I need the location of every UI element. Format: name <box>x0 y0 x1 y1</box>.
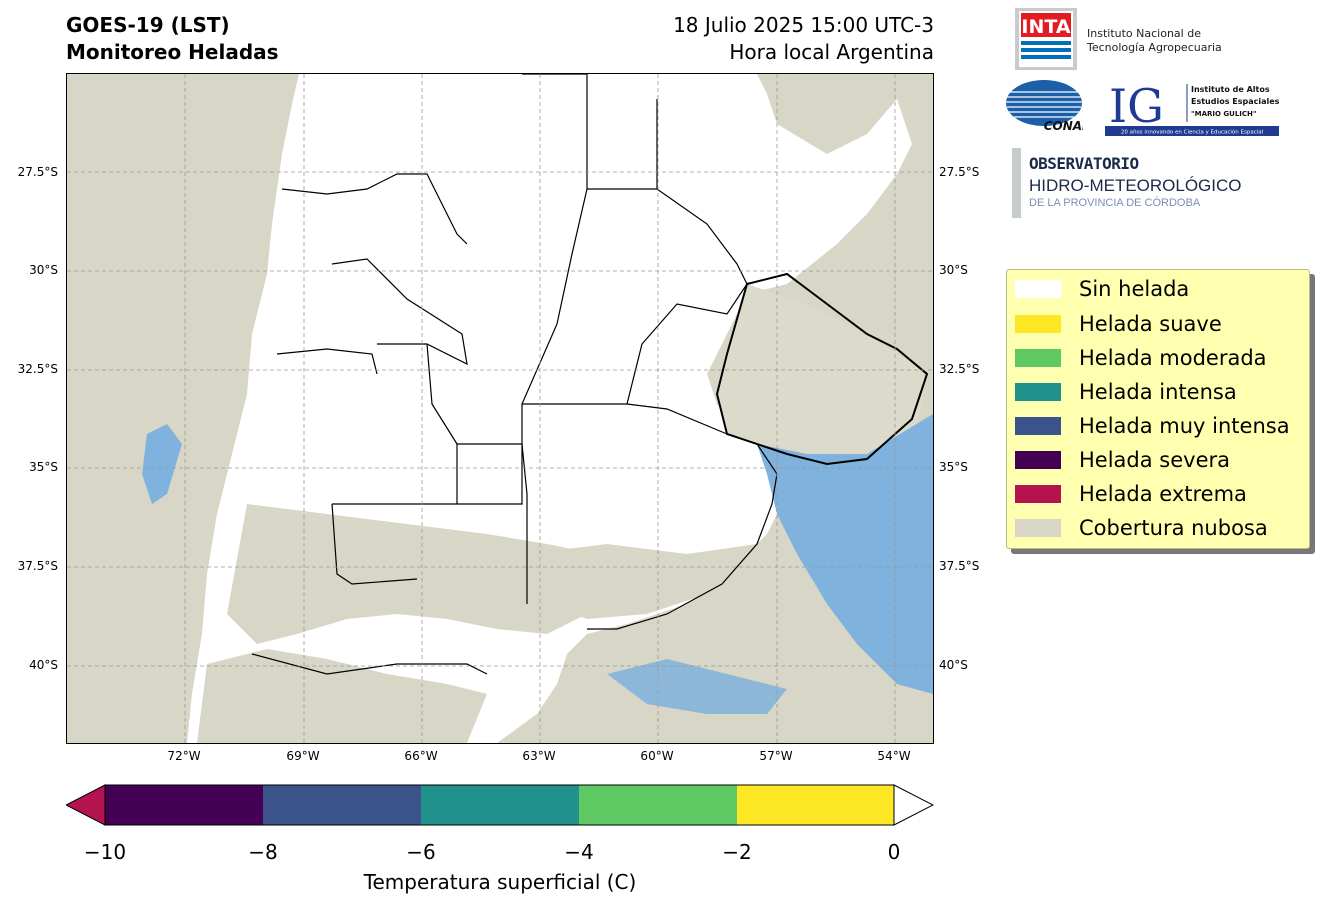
legend-label: Cobertura nubosa <box>1079 516 1268 540</box>
lon-label: 54°W <box>877 749 911 763</box>
svg-text:Instituto de Altos: Instituto de Altos <box>1191 85 1270 94</box>
graticule <box>67 74 933 743</box>
lon-label: 66°W <box>404 749 438 763</box>
colorbar-segment <box>263 785 421 825</box>
conae-text: CONAE <box>1044 119 1083 132</box>
legend-swatch <box>1015 349 1061 367</box>
lat-label-left: 35°S <box>29 460 58 474</box>
date-line: 18 Julio 2025 15:00 UTC-3 <box>673 13 934 37</box>
legend-label: Helada severa <box>1079 448 1230 472</box>
map-title: GOES-19 (LST) Monitoreo Heladas <box>66 12 279 66</box>
cold-ocean-patches <box>607 659 787 714</box>
colorbar-tick: −4 <box>564 840 594 864</box>
lon-label: 60°W <box>640 749 674 763</box>
ig-logo: IG Instituto de Altos Estudios Espaciale… <box>1105 76 1280 136</box>
map-datetime: 18 Julio 2025 15:00 UTC-3 Hora local Arg… <box>673 12 934 66</box>
inta-logo: INTA <box>1015 8 1077 70</box>
colorbar-tick: 0 <box>887 840 901 864</box>
legend-label: Helada suave <box>1079 312 1222 336</box>
colorbar-label: Temperatura superficial (C) <box>363 870 637 894</box>
legend-item: Sin helada <box>1015 272 1189 306</box>
legend-swatch <box>1015 417 1061 435</box>
legend-swatch <box>1015 383 1061 401</box>
colorbar-frame <box>104 784 895 826</box>
frost-map <box>66 73 934 744</box>
inta-logo-text: INTA <box>1021 16 1070 38</box>
lon-label: 72°W <box>167 749 201 763</box>
observatorio-bar <box>1012 148 1021 218</box>
conae-logo: CONAE <box>1005 78 1091 133</box>
colorbar-segment <box>737 785 894 825</box>
legend-item: Helada muy intensa <box>1015 409 1290 443</box>
lat-label-right: 30°S <box>939 263 968 277</box>
cold-ocean-area <box>757 414 933 694</box>
title-line-product: Monitoreo Heladas <box>66 40 279 64</box>
lon-label: 69°W <box>286 749 320 763</box>
legend-item: Helada moderada <box>1015 341 1267 375</box>
legend-label: Sin helada <box>1079 277 1190 301</box>
colorbar-under-arrow <box>64 784 106 826</box>
legend-swatch <box>1015 519 1061 537</box>
inta-name-line: Instituto Nacional de <box>1087 27 1201 40</box>
colorbar-tick: −2 <box>722 840 752 864</box>
ig-mark: IG <box>1109 79 1164 133</box>
legend: Sin helada Helada suave Helada moderada … <box>1006 269 1310 549</box>
svg-text:20 años innovando en Ciencia y: 20 años innovando en Ciencia y Educación… <box>1121 129 1264 136</box>
colorbar-segment <box>579 785 737 825</box>
lat-label-right: 40°S <box>939 658 968 672</box>
lat-label-right: 37.5°S <box>939 559 980 573</box>
legend-item: Helada suave <box>1015 307 1222 341</box>
cloud-patch-patagonia <box>197 649 487 743</box>
observatorio-subtitle: HIDRO-METEOROLÓGICO <box>1029 176 1242 195</box>
lat-label-right: 32.5°S <box>939 362 980 376</box>
svg-text:Estudios Espaciales: Estudios Espaciales <box>1191 97 1279 106</box>
inta-name-line: Tecnología Agropecuaria <box>1087 41 1222 54</box>
colorbar-segment <box>105 785 263 825</box>
cold-patch-west <box>142 424 182 504</box>
legend-label: Helada muy intensa <box>1079 414 1290 438</box>
legend-label: Helada extrema <box>1079 482 1247 506</box>
colorbar-tick: −8 <box>248 840 278 864</box>
legend-item: Helada extrema <box>1015 477 1247 511</box>
lon-label: 63°W <box>522 749 556 763</box>
legend-label: Helada intensa <box>1079 380 1237 404</box>
observatorio-province: DE LA PROVINCIA DE CÓRDOBA <box>1029 197 1201 209</box>
lat-label-left: 37.5°S <box>17 559 58 573</box>
inta-name: Instituto Nacional de Tecnología Agropec… <box>1087 27 1222 55</box>
observatorio-title: OBSERVATORIO <box>1029 154 1139 173</box>
legend-item: Helada intensa <box>1015 375 1237 409</box>
legend-swatch <box>1015 451 1061 469</box>
colorbar-tick: −10 <box>83 840 127 864</box>
uruguay-border <box>715 272 929 466</box>
lat-label-right: 27.5°S <box>939 165 980 179</box>
colorbar-segment <box>421 785 579 825</box>
legend-item: Helada severa <box>1015 443 1230 477</box>
map-canvas <box>67 74 933 743</box>
legend-label: Helada moderada <box>1079 346 1267 370</box>
lat-label-left: 27.5°S <box>17 165 58 179</box>
colorbar-over-arrow <box>893 784 935 826</box>
svg-text:"MARIO GULICH": "MARIO GULICH" <box>1191 110 1257 118</box>
lat-label-right: 35°S <box>939 460 968 474</box>
timezone-line: Hora local Argentina <box>729 40 934 64</box>
cloud-patch-south <box>227 504 627 644</box>
uruguay-region <box>717 284 927 464</box>
lat-label-left: 32.5°S <box>17 362 58 376</box>
legend-item: Cobertura nubosa <box>1015 511 1268 545</box>
legend-swatch <box>1015 315 1061 333</box>
legend-swatch <box>1015 280 1061 298</box>
cloud-patch-coast <box>527 544 767 619</box>
legend-swatch <box>1015 485 1061 503</box>
colorbar <box>64 784 935 826</box>
lon-label: 57°W <box>759 749 793 763</box>
lat-label-left: 40°S <box>29 658 58 672</box>
lat-label-left: 30°S <box>29 263 58 277</box>
colorbar-tick: −6 <box>406 840 436 864</box>
title-line-satellite: GOES-19 (LST) <box>66 13 230 37</box>
